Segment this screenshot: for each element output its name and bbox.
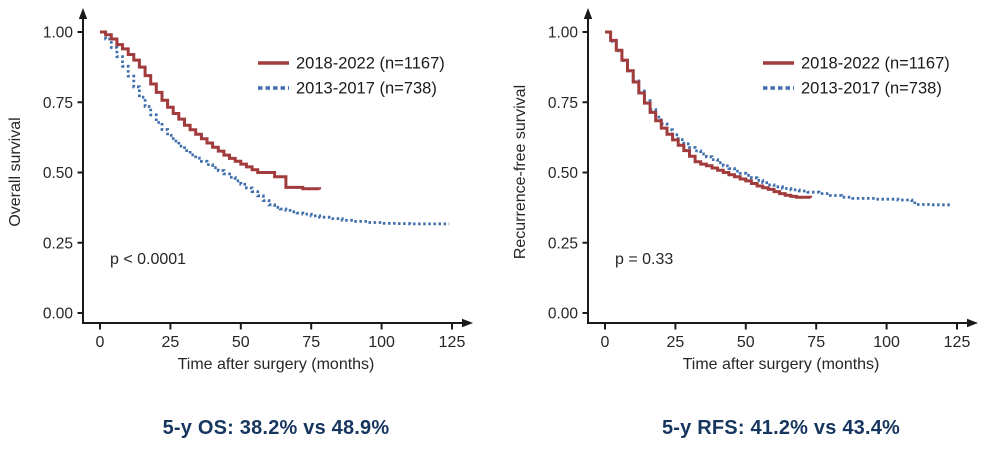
x-tick-label: 25: [162, 334, 180, 351]
legend-label: 2013-2017 (n=738): [296, 80, 437, 98]
y-axis-title: Recurrence-free survival: [512, 85, 529, 259]
legend-label: 2018-2022 (n=1167): [801, 55, 950, 73]
p-value-label: p < 0.0001: [110, 251, 186, 268]
y-axis-arrow-icon: [583, 8, 593, 19]
km-curve-2018-2022: [605, 30, 813, 199]
x-tick-label: 50: [737, 334, 755, 351]
x-tick-label: 25: [667, 334, 685, 351]
x-tick-label: 75: [302, 334, 320, 351]
x-tick-label: 75: [807, 334, 825, 351]
y-tick-label: 0.25: [548, 235, 578, 252]
y-axis-arrow-icon: [78, 8, 88, 19]
y-tick-label: 0.50: [43, 165, 74, 182]
y-tick-label: 1.00: [548, 25, 579, 42]
os-caption: 5-y OS: 38.2% vs 48.9%: [162, 417, 390, 439]
x-tick-label: 125: [944, 334, 971, 351]
y-tick-label: 0.00: [43, 306, 74, 323]
x-tick-label: 100: [368, 334, 395, 351]
recurrence-free-survival-panel: 0.00 0.25 0.50 0.75 1.00 0 25 50 75 100 125 Time af…: [505, 0, 985, 400]
recurrence-free-survival-chart: 0.00 0.25 0.50 0.75 1.00 0 25 50 75 100 125 Time af…: [512, 8, 978, 373]
y-tick-label: 0.00: [548, 306, 579, 323]
x-tick-label: 125: [439, 334, 466, 351]
x-axis-arrow-icon: [462, 318, 473, 328]
y-tick-label: 0.75: [43, 95, 73, 112]
km-curve-2013-2017: [100, 30, 450, 226]
x-axis-title: Time after surgery (months): [178, 356, 375, 373]
x-tick-label: 100: [873, 334, 900, 351]
km-curve-2013-2017: [605, 30, 953, 207]
y-tick-label: 1.00: [43, 25, 74, 42]
overall-survival-panel: 0.00 0.25 0.50 0.75 1.00 0 25 50 75 100 125 Time af…: [0, 0, 480, 400]
y-axis-title: Overall survival: [7, 117, 24, 226]
legend-label: 2013-2017 (n=738): [801, 80, 942, 98]
y-tick-label: 0.75: [548, 95, 578, 112]
x-axis-title: Time after surgery (months): [683, 356, 880, 373]
x-axis-arrow-icon: [967, 318, 978, 328]
rfs-caption: 5-y RFS: 41.2% vs 43.4%: [661, 417, 901, 439]
x-tick-label: 0: [601, 334, 610, 351]
y-tick-label: 0.50: [548, 165, 579, 182]
overall-survival-chart: 0.00 0.25 0.50 0.75 1.00 0 25 50 75 100 125 Time af…: [7, 8, 473, 373]
p-value-label: p = 0.33: [615, 251, 673, 268]
y-tick-label: 0.25: [43, 235, 73, 252]
legend-label: 2018-2022 (n=1167): [296, 55, 445, 73]
x-tick-label: 50: [232, 334, 250, 351]
km-curve-2018-2022: [100, 30, 322, 191]
x-tick-label: 0: [96, 334, 105, 351]
